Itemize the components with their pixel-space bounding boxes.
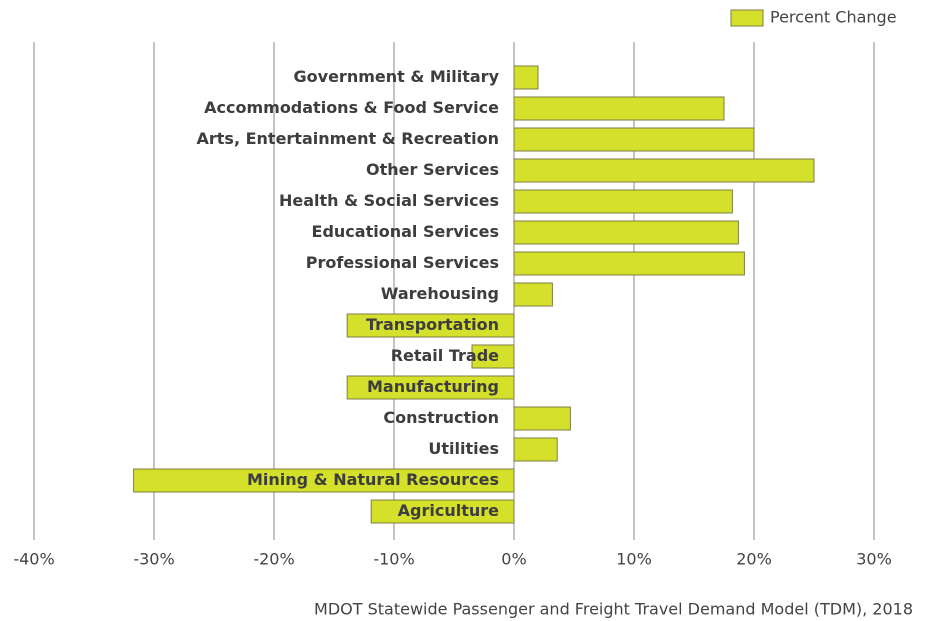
source-note: MDOT Statewide Passenger and Freight Tra… <box>314 600 913 619</box>
x-tick-label: 30% <box>856 550 892 569</box>
category-label: Professional Services <box>306 253 499 272</box>
category-label: Construction <box>383 408 499 427</box>
x-tick-label: 0% <box>501 550 526 569</box>
category-label: Government & Military <box>294 67 500 86</box>
x-tick-label: -40% <box>13 550 54 569</box>
category-label: Accommodations & Food Service <box>204 98 499 117</box>
category-label: Transportation <box>366 315 499 334</box>
bar <box>513 189 733 214</box>
x-tick-label: -10% <box>373 550 414 569</box>
category-label: Other Services <box>366 160 499 179</box>
bar <box>513 96 725 121</box>
bar <box>513 127 755 152</box>
legend-swatch <box>730 9 764 27</box>
category-label: Agriculture <box>398 501 500 520</box>
category-label: Warehousing <box>381 284 499 303</box>
category-label: Educational Services <box>312 222 499 241</box>
bar <box>346 313 515 338</box>
x-tick-label: -30% <box>133 550 174 569</box>
bar <box>513 158 815 183</box>
category-label: Manufacturing <box>367 377 499 396</box>
category-label: Mining & Natural Resources <box>247 470 499 489</box>
legend-label: Percent Change <box>770 8 897 27</box>
bar <box>513 406 571 431</box>
bar <box>133 468 515 493</box>
category-label: Health & Social Services <box>279 191 499 210</box>
bar <box>513 65 539 90</box>
category-label: Utilities <box>428 439 499 458</box>
bar <box>513 251 745 276</box>
x-tick-label: -20% <box>253 550 294 569</box>
category-label: Retail Trade <box>391 346 499 365</box>
x-tick-label: 20% <box>736 550 772 569</box>
bar <box>513 437 558 462</box>
bar <box>513 282 553 307</box>
category-label: Arts, Entertainment & Recreation <box>197 129 500 148</box>
bar <box>513 220 739 245</box>
x-tick-label: 10% <box>616 550 652 569</box>
bar <box>370 499 515 524</box>
bar <box>471 344 515 369</box>
bar <box>346 375 515 400</box>
